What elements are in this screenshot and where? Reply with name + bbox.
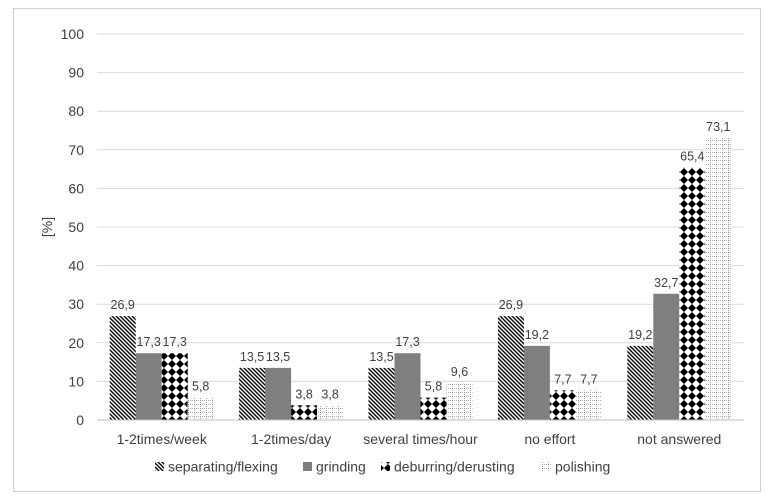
bar [705, 137, 732, 421]
data-label: 3,8 [321, 387, 338, 401]
bar [446, 382, 473, 420]
x-tick-label: no effort [524, 431, 575, 447]
bar [317, 405, 344, 420]
legend-swatch [381, 462, 390, 471]
bar [653, 293, 680, 420]
bar [394, 353, 421, 420]
y-tick-label: 70 [68, 142, 84, 158]
data-label: 3,8 [295, 387, 312, 401]
data-label: 5,8 [192, 380, 209, 394]
data-labels: 26,917,3 17,35,813,5 13,53,8 3,813,517,35,8… [111, 120, 731, 401]
y-tick-label: 60 [68, 180, 84, 196]
x-tick-label: several times/hour [363, 431, 478, 447]
data-label: 9,6 [451, 365, 468, 379]
data-label: 13,5 [266, 350, 290, 364]
y-axis: 0 10 20 30 40 50 60 70 80 90 100 [61, 26, 85, 428]
data-label: 7,7 [554, 372, 571, 386]
y-tick-label: 20 [68, 335, 84, 351]
data-label: 32,7 [654, 276, 678, 290]
bar [627, 345, 654, 420]
data-label: 65,4 [680, 150, 704, 164]
y-tick-label: 10 [68, 373, 84, 389]
data-label: 5,8 [425, 380, 442, 394]
legend-swatch [303, 462, 312, 471]
bar [549, 390, 576, 420]
bar [575, 390, 602, 420]
y-tick-label: 40 [68, 258, 84, 274]
bar [679, 167, 706, 420]
data-label: 17,3 [163, 335, 187, 349]
chart-frame [13, 8, 761, 492]
bar [265, 367, 292, 420]
x-tick-label: not answered [637, 431, 721, 447]
bar [187, 397, 214, 420]
bar [161, 353, 188, 420]
y-axis-label: [%] [39, 217, 55, 237]
y-tick-label: 30 [68, 296, 84, 312]
y-tick-label: 100 [61, 26, 85, 42]
x-tick-label: 1-2times/day [251, 431, 331, 447]
y-tick-label: 0 [76, 412, 84, 428]
bar [420, 397, 447, 420]
data-label: 73,1 [706, 120, 730, 134]
y-tick-label: 50 [68, 219, 84, 235]
bar [368, 367, 395, 420]
legend-swatch [542, 462, 551, 471]
data-label: 26,9 [111, 298, 135, 312]
legend-label: polishing [555, 459, 610, 475]
legend-label: separating/flexing [168, 459, 278, 475]
legend-swatch [155, 462, 164, 471]
bars [109, 137, 732, 421]
bar [291, 405, 318, 420]
data-label: 13,5 [369, 350, 393, 364]
bar [497, 316, 524, 420]
bar [523, 345, 550, 420]
legend: separating/flexing grinding deburring/deru… [155, 459, 610, 475]
x-tick-label: 1-2times/week [117, 431, 208, 447]
data-label: 17,3 [137, 335, 161, 349]
bar [109, 316, 136, 420]
data-label: 17,3 [395, 335, 419, 349]
x-axis: 1-2times/week 1-2times/day several times/h… [97, 419, 744, 447]
data-label: 13,5 [240, 350, 264, 364]
legend-label: deburring/derusting [394, 459, 515, 475]
data-label: 26,9 [499, 298, 523, 312]
bar [239, 367, 266, 420]
legend-label: grinding [316, 459, 366, 475]
data-label: 7,7 [580, 372, 597, 386]
bar [135, 353, 162, 420]
y-tick-label: 80 [68, 103, 84, 119]
data-label: 19,2 [628, 328, 652, 342]
data-label: 19,2 [525, 328, 549, 342]
y-tick-label: 90 [68, 65, 84, 81]
